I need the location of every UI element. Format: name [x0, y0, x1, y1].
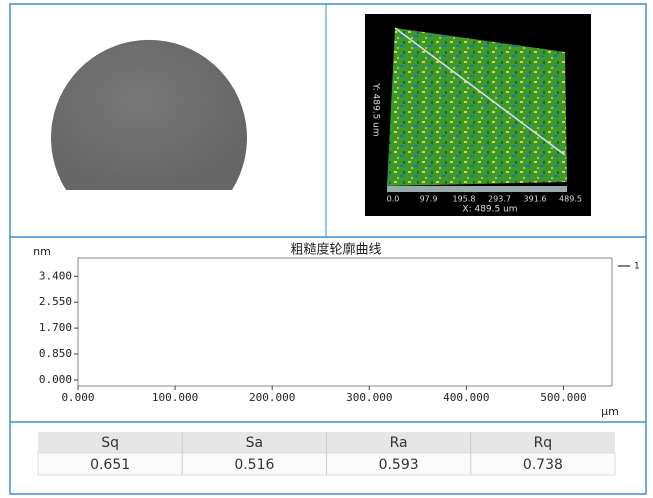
wafer-image — [51, 39, 247, 191]
legend-label: 1 — [634, 262, 640, 272]
x-tick-label: 300.000 — [346, 391, 392, 404]
surface-tick-label: 97.9 — [420, 195, 438, 204]
x-axis-label: μm — [601, 405, 619, 418]
outer-frame — [9, 3, 647, 495]
y-tick-label: 1.700 — [39, 321, 72, 334]
x-tick-label: 500.000 — [540, 391, 586, 404]
table-cell: 0.738 — [523, 457, 563, 473]
profile-line — [394, 27, 566, 156]
y-axis-label: nm — [33, 245, 51, 258]
x-tick-label: 100.000 — [152, 391, 198, 404]
x-tick-label: 400.000 — [443, 391, 489, 404]
y-tick-label: 3.400 — [39, 269, 72, 282]
surface-x-ticks: 0.0 97.9 195.8 293.7 391.6 489.5 — [387, 195, 582, 204]
surface-base — [387, 186, 567, 192]
surface-tick-label: 391.6 — [524, 195, 547, 204]
y-tick-label: 0.000 — [39, 373, 72, 386]
table-header: Sa — [246, 435, 263, 451]
table-cell: 0.651 — [90, 457, 130, 473]
surface-tick-label: 489.5 — [559, 195, 582, 204]
surface-tick-label: 195.8 — [453, 195, 476, 204]
surface-map — [387, 28, 567, 186]
x-tick-label: 0.000 — [61, 391, 94, 404]
surface-tick-label: 293.7 — [488, 195, 511, 204]
chart-title: 粗糙度轮廓曲线 — [290, 242, 381, 258]
y-tick-label: 2.550 — [39, 295, 72, 308]
x-axis-label: X: 489.5 um — [462, 205, 517, 215]
table-header: Ra — [390, 435, 408, 451]
table: Sq 0.651 Sa 0.516 Ra 0.593 Rq 0.738 — [37, 432, 616, 476]
y-axis-label: Y: 489.5 um — [371, 82, 381, 136]
table-header: Rq — [534, 435, 553, 451]
table-header: Sq — [101, 435, 119, 451]
y-tick-label: 0.850 — [39, 347, 72, 360]
plot-area — [77, 257, 613, 387]
x-tick-label: 200.000 — [249, 391, 295, 404]
table-cell: 0.593 — [379, 457, 419, 473]
table-cell: 0.516 — [234, 457, 274, 473]
surface-tick-label: 0.0 — [387, 195, 400, 204]
